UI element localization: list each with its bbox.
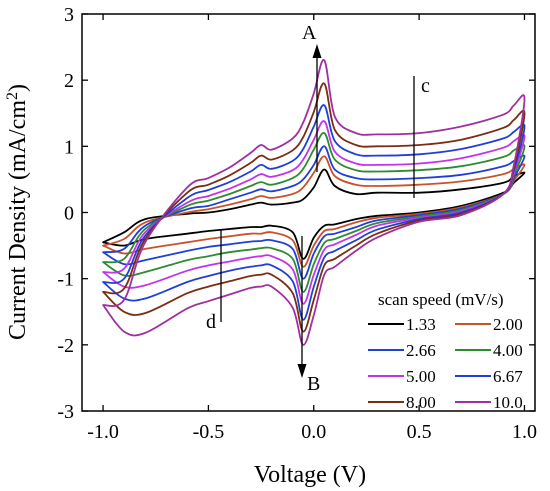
x-tick-label: 0.5 [407, 421, 432, 443]
series-line-4.00 [102, 132, 526, 293]
y-tick-label: -3 [57, 401, 74, 423]
series-line-8.00 [102, 82, 526, 333]
legend: scan speed (mV/s) 1.33 2.00 2.66 4.00 5.00 6.… [368, 290, 523, 412]
annotation-d: d [206, 230, 222, 333]
axis-ticks: -1.0 -0.5 0.0 0.5 1.0 -3 -2 -1 0 1 2 3 [57, 4, 537, 443]
annotation-A-arrowhead [312, 44, 322, 58]
series-layer [102, 59, 526, 346]
legend-label: 4.00 [493, 341, 523, 360]
series-line-2.00 [102, 155, 526, 268]
x-tick-label: -1.0 [87, 421, 119, 443]
x-axis-title: Voltage (V) [254, 462, 366, 488]
annotation-c: c [413, 75, 430, 198]
legend-label: 2.00 [493, 315, 523, 334]
y-tick-label: 3 [64, 4, 74, 26]
y-tick-label: -1 [57, 269, 74, 291]
legend-label: 6.67 [493, 367, 523, 386]
annotation-B-label: B [307, 373, 320, 395]
legend-items: 1.33 2.00 2.66 4.00 5.00 6.67 8.00 10.0 [368, 315, 523, 412]
annotation-d-label: d [206, 311, 216, 333]
x-tick-label: 1.0 [512, 421, 537, 443]
legend-label: 8.00 [406, 393, 436, 412]
legend-label: 2.66 [406, 341, 436, 360]
legend-label: 1.33 [406, 315, 436, 334]
legend-label: 5.00 [406, 367, 436, 386]
legend-title: scan speed (mV/s) [378, 290, 504, 309]
y-tick-label: -2 [57, 335, 74, 357]
y-axis-title-close: ) [5, 84, 31, 92]
y-tick-label: 0 [64, 203, 74, 225]
series-line-1.33 [102, 168, 526, 260]
series-line-6.67 [102, 104, 526, 321]
series-line-5.00 [102, 120, 526, 305]
series-line-10.0 [102, 59, 526, 346]
y-tick-label: 1 [64, 136, 74, 158]
x-tick-label: 0.0 [301, 421, 326, 443]
legend-label: 10.0 [493, 393, 523, 412]
series-line-2.66 [102, 145, 526, 280]
y-axis-title-main: Current Density (mA/cm [5, 100, 31, 340]
y-axis-title: Current Density (mA/cm2) [4, 84, 31, 340]
annotation-B-arrowhead [297, 364, 307, 378]
x-tick-label: -0.5 [193, 421, 225, 443]
y-axis-title-sup: 2 [4, 92, 21, 100]
annotation-B: B [297, 236, 320, 395]
annotation-c-label: c [421, 75, 430, 97]
annotation-A-label: A [302, 22, 317, 44]
annotation-A: A [302, 22, 322, 172]
y-tick-label: 2 [64, 70, 74, 92]
